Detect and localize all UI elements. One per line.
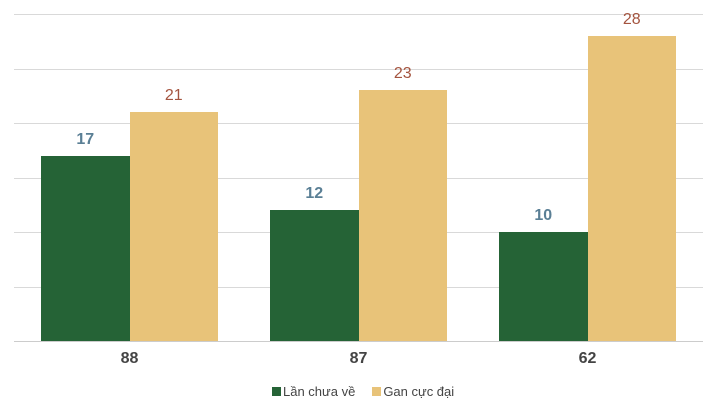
chart-legend: Lần chưa về Gan cực đại <box>272 384 471 399</box>
bar-lan-chua-ve-62[interactable] <box>499 232 588 341</box>
x-axis-label: 62 <box>578 350 597 367</box>
bar-gan-cuc-dai-87[interactable] <box>358 90 447 341</box>
data-label: 21 <box>164 87 183 105</box>
legend-swatch-icon <box>372 387 382 396</box>
data-label: 10 <box>534 207 553 224</box>
legend-swatch-icon <box>272 387 281 396</box>
gridline <box>14 68 703 70</box>
legend-item-lan-chua-ve[interactable]: Lần chưa về <box>272 384 355 399</box>
data-label: 17 <box>76 130 95 148</box>
bar-lan-chua-ve-87[interactable] <box>270 210 359 341</box>
data-label: 23 <box>393 65 412 83</box>
bar-gan-cuc-dai-62[interactable] <box>587 35 676 341</box>
gridline <box>14 14 703 15</box>
x-axis-label: 88 <box>120 350 139 367</box>
data-label: 28 <box>622 10 641 28</box>
legend-label: Lần chưa về <box>283 384 356 399</box>
data-label: 12 <box>305 185 324 203</box>
x-axis-baseline <box>14 341 703 342</box>
bar-lan-chua-ve-88[interactable] <box>41 155 130 341</box>
x-axis-label: 87 <box>349 350 368 367</box>
legend-label: Gan cực đại <box>383 384 455 399</box>
bar-gan-cuc-dai-88[interactable] <box>129 112 218 341</box>
legend-item-gan-cuc-dai[interactable]: Gan cực đại <box>372 384 454 399</box>
